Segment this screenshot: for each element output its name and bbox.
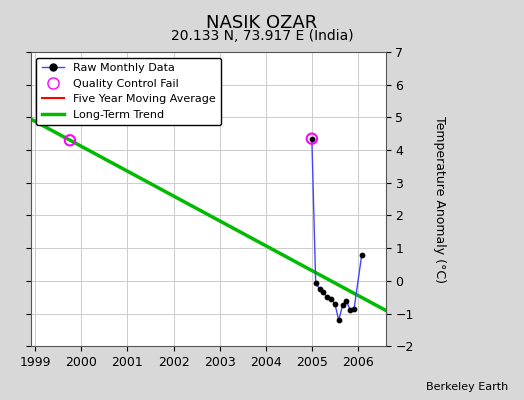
Point: [308, 136, 316, 142]
Y-axis label: Temperature Anomaly (°C): Temperature Anomaly (°C): [433, 116, 446, 283]
Text: Berkeley Earth: Berkeley Earth: [426, 382, 508, 392]
Point: [334, 317, 343, 323]
Legend: Raw Monthly Data, Quality Control Fail, Five Year Moving Average, Long-Term Tren: Raw Monthly Data, Quality Control Fail, …: [36, 58, 221, 125]
Point: [327, 296, 335, 302]
Point: [66, 137, 74, 144]
Point: [315, 286, 324, 292]
Text: NASIK OZAR: NASIK OZAR: [206, 14, 318, 32]
Point: [346, 307, 354, 314]
Text: 20.133 N, 73.917 E (India): 20.133 N, 73.917 E (India): [171, 29, 353, 43]
Point: [308, 136, 316, 142]
Point: [357, 252, 366, 258]
Point: [339, 302, 347, 309]
Point: [331, 300, 339, 307]
Point: [311, 279, 320, 286]
Point: [350, 306, 358, 312]
Point: [319, 289, 328, 296]
Point: [342, 297, 351, 304]
Point: [323, 294, 331, 300]
